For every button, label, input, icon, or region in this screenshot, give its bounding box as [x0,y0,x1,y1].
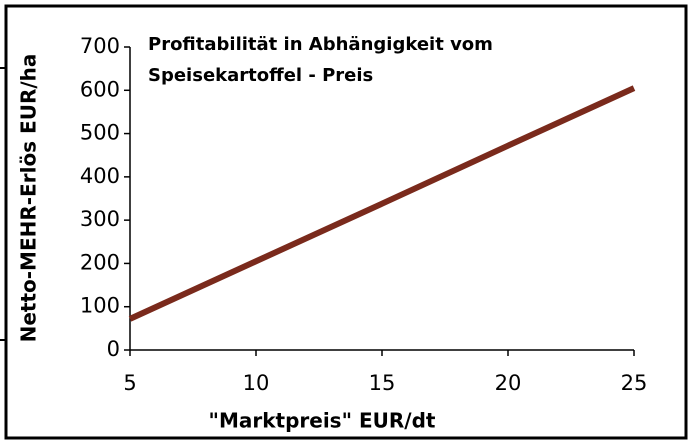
y-tick-label: 700 [80,34,120,58]
x-tick-label: 25 [621,371,648,395]
y-tick-label: 500 [80,121,120,145]
chart-title: Profitabilität in Abhängigkeit vom [148,34,493,55]
x-tick-label: 5 [123,371,136,395]
x-tick-label: 20 [495,371,522,395]
y-tick-label: 600 [80,77,120,101]
y-tick-label: 100 [80,294,120,318]
x-axis-label: "Marktpreis" EUR/dt [209,409,436,433]
y-tick-label: 0 [107,337,120,361]
y-axis-label: Netto-MEHR-Erlös EUR/ha [17,54,41,343]
y-tick-label: 200 [80,250,120,274]
x-tick-label: 10 [243,371,270,395]
y-tick-label: 400 [80,164,120,188]
y-tick-label: 300 [80,207,120,231]
data-line [128,85,636,322]
chart-title: Speisekartoffel - Preis [148,65,373,86]
x-tick-label: 15 [369,371,396,395]
